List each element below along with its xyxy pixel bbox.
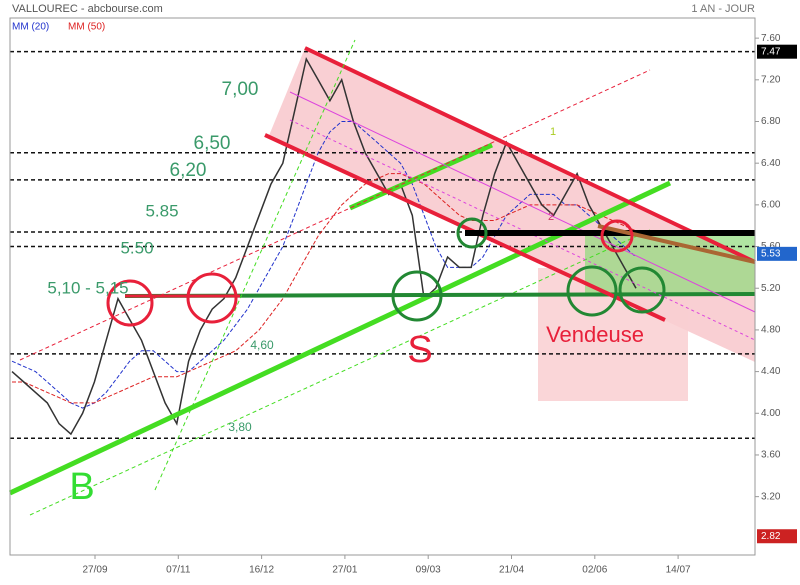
y-tick-label: 5.60 bbox=[761, 241, 781, 252]
circle bbox=[186, 272, 238, 324]
annotation: 1 bbox=[550, 126, 556, 138]
price-marker bbox=[757, 246, 797, 261]
y-tick-label: 6.80 bbox=[761, 116, 781, 127]
annotation: 7,00 bbox=[222, 79, 259, 100]
price-marker-label: 2.82 bbox=[761, 531, 781, 542]
channel-line bbox=[264, 133, 666, 322]
circle bbox=[456, 217, 488, 249]
marks bbox=[11, 56, 637, 436]
x-tick-label: 16/12 bbox=[249, 565, 274, 576]
price-marker-label: 5.53 bbox=[761, 248, 781, 259]
annotation: 5,10 - 5,15 bbox=[47, 278, 128, 297]
x-tick-label: 21/04 bbox=[499, 565, 524, 576]
annotation: Vendeuse bbox=[546, 322, 644, 347]
annotation: 2 bbox=[548, 211, 554, 223]
y-tick-label: 3.60 bbox=[761, 450, 781, 461]
circle bbox=[618, 266, 666, 314]
x-tick-label: 09/03 bbox=[416, 565, 441, 576]
annotation: 6,20 bbox=[170, 160, 207, 181]
y-tick-label: 6.40 bbox=[761, 158, 781, 169]
price-line bbox=[11, 56, 637, 436]
y-tick-label: 4.00 bbox=[761, 408, 781, 419]
x-tick-label: 07/11 bbox=[166, 565, 191, 576]
annotation: S bbox=[407, 329, 432, 371]
channel-line bbox=[289, 91, 756, 313]
legend-entry: MM (50) bbox=[68, 22, 105, 33]
moving-average bbox=[12, 173, 637, 404]
circle bbox=[106, 279, 154, 327]
grid bbox=[10, 50, 755, 440]
circle bbox=[391, 270, 443, 322]
chart-title: VALLOUREC - abcbourse.com bbox=[12, 3, 163, 15]
trend-line bbox=[597, 224, 756, 264]
legend-entry: MM (20) bbox=[12, 22, 49, 33]
trend-line bbox=[29, 229, 651, 516]
y-tick-label: 7.60 bbox=[761, 33, 781, 44]
drawings bbox=[8, 39, 756, 516]
period: 1 AN - JOUR bbox=[691, 3, 755, 15]
x-tick-label: 02/06 bbox=[582, 565, 607, 576]
price-marker-label: 7.47 bbox=[761, 46, 781, 57]
trend-line bbox=[348, 142, 494, 211]
annotations: 7,00 6,50 6,20 5.85 5.50 5,10 - 5,15 4,6… bbox=[47, 79, 644, 508]
moving-average bbox=[11, 121, 637, 409]
circle bbox=[566, 265, 618, 317]
annotation: 5.85 bbox=[145, 201, 178, 220]
trend-line bbox=[19, 69, 651, 361]
trend-line bbox=[154, 39, 356, 491]
price-marker bbox=[757, 44, 797, 59]
annotation: 5.50 bbox=[120, 238, 153, 257]
y-tick-label: 4.40 bbox=[761, 366, 781, 377]
circle bbox=[600, 219, 634, 253]
x-tick-label: 27/01 bbox=[332, 565, 357, 576]
channel-line bbox=[289, 119, 756, 341]
y-tick-label: 6.00 bbox=[761, 200, 781, 211]
x-tick-label: 27/09 bbox=[82, 565, 107, 576]
annotation: B bbox=[69, 466, 94, 508]
plot-frame bbox=[9, 17, 756, 556]
y-tick-label: 3.20 bbox=[761, 491, 781, 502]
y-tick-label: 4.80 bbox=[761, 325, 781, 336]
annotation: 4,60 bbox=[250, 338, 274, 352]
x-tick-label: 14/07 bbox=[666, 565, 691, 576]
channel-line bbox=[304, 46, 756, 264]
y-tick-label: 7.20 bbox=[761, 74, 781, 85]
annotation: 6,50 bbox=[194, 133, 231, 154]
price-marker bbox=[757, 529, 797, 544]
y-tick-label: 5.20 bbox=[761, 283, 781, 294]
annotation: 3,80 bbox=[228, 420, 252, 434]
